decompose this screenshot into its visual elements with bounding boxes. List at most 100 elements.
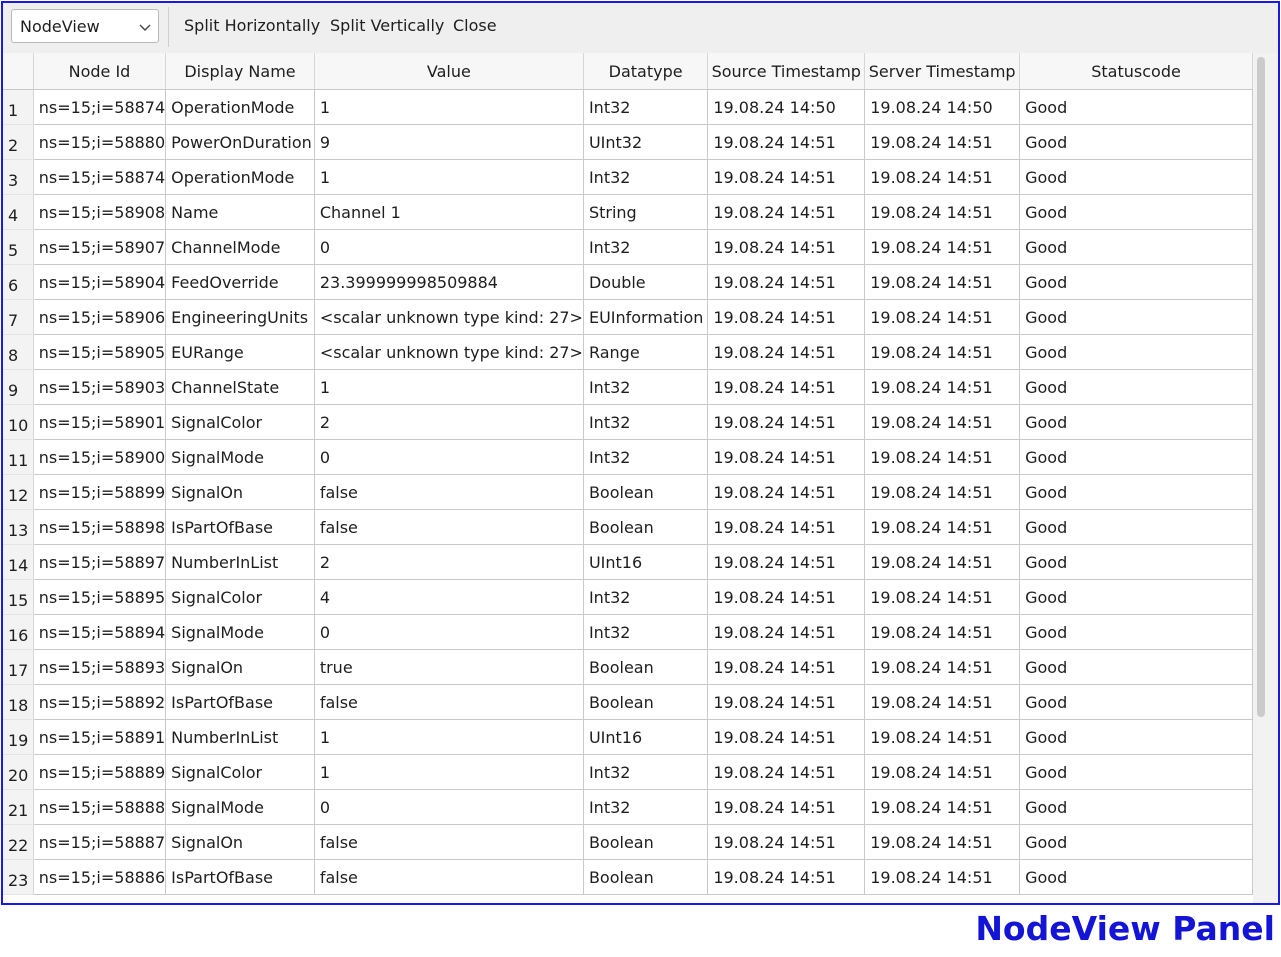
node-id-cell[interactable]: ns=15;i=58891: [32, 719, 167, 755]
value-cell[interactable]: Channel 1: [314, 194, 584, 230]
server-timestamp-cell[interactable]: 19.08.24 14:51: [864, 789, 1021, 825]
statuscode-cell[interactable]: Good: [1019, 404, 1253, 440]
table-row[interactable]: 10 ns=15;i=58901 SignalColor 2 Int32 19.08.24…: [3, 404, 1253, 440]
source-timestamp-cell[interactable]: 19.08.24 14:51: [707, 859, 866, 895]
value-cell[interactable]: <scalar unknown type kind: 27>: [314, 334, 584, 370]
statuscode-cell[interactable]: Good: [1019, 159, 1253, 195]
value-cell[interactable]: 23.399999998509884: [314, 264, 584, 300]
source-timestamp-cell[interactable]: 19.08.24 14:50: [707, 89, 866, 125]
server-timestamp-cell[interactable]: 19.08.24 14:51: [864, 824, 1021, 860]
display-name-cell[interactable]: ChannelState: [165, 369, 315, 405]
node-id-cell[interactable]: ns=15;i=58906: [32, 299, 167, 335]
node-id-cell[interactable]: ns=15;i=58904: [32, 264, 167, 300]
display-name-cell[interactable]: NumberInList: [165, 719, 315, 755]
datatype-cell[interactable]: Int32: [583, 159, 709, 195]
source-timestamp-cell[interactable]: 19.08.24 14:51: [707, 789, 866, 825]
datatype-cell[interactable]: Int32: [583, 369, 709, 405]
datatype-cell[interactable]: Int32: [583, 439, 709, 475]
datatype-cell[interactable]: Range: [583, 334, 709, 370]
statuscode-cell[interactable]: Good: [1019, 824, 1253, 860]
server-timestamp-cell[interactable]: 19.08.24 14:51: [864, 334, 1021, 370]
server-timestamp-cell[interactable]: 19.08.24 14:51: [864, 719, 1021, 755]
node-id-cell[interactable]: ns=15;i=58886: [32, 859, 167, 895]
value-cell[interactable]: 2: [314, 544, 584, 580]
datatype-cell[interactable]: UInt16: [583, 719, 709, 755]
node-id-cell[interactable]: ns=15;i=58895: [32, 579, 167, 615]
value-cell[interactable]: 1: [314, 369, 584, 405]
column-header-statuscode[interactable]: Statuscode: [1019, 53, 1253, 90]
value-cell[interactable]: false: [314, 859, 584, 895]
datatype-cell[interactable]: Int32: [583, 89, 709, 125]
value-cell[interactable]: 1: [314, 89, 584, 125]
node-table[interactable]: Node Id Display Name Value Datatype Sour…: [3, 53, 1253, 903]
server-timestamp-cell[interactable]: 19.08.24 14:51: [864, 369, 1021, 405]
datatype-cell[interactable]: Int32: [583, 404, 709, 440]
value-cell[interactable]: 0: [314, 229, 584, 265]
statuscode-cell[interactable]: Good: [1019, 719, 1253, 755]
value-cell[interactable]: 9: [314, 124, 584, 160]
datatype-cell[interactable]: Int32: [583, 789, 709, 825]
datatype-cell[interactable]: Boolean: [583, 649, 709, 685]
table-row[interactable]: 21 ns=15;i=58888 SignalMode 0 Int32 19.08.24 …: [3, 789, 1253, 825]
source-timestamp-cell[interactable]: 19.08.24 14:51: [707, 299, 866, 335]
source-timestamp-cell[interactable]: 19.08.24 14:51: [707, 754, 866, 790]
statuscode-cell[interactable]: Good: [1019, 229, 1253, 265]
display-name-cell[interactable]: EngineeringUnits: [165, 299, 315, 335]
node-id-cell[interactable]: ns=15;i=58908: [32, 194, 167, 230]
source-timestamp-cell[interactable]: 19.08.24 14:51: [707, 334, 866, 370]
node-id-cell[interactable]: ns=15;i=58897: [32, 544, 167, 580]
statuscode-cell[interactable]: Good: [1019, 614, 1253, 650]
node-id-cell[interactable]: ns=15;i=58893: [32, 649, 167, 685]
value-cell[interactable]: 0: [314, 789, 584, 825]
column-header-display-name[interactable]: Display Name: [165, 53, 315, 90]
statuscode-cell[interactable]: Good: [1019, 509, 1253, 545]
table-row[interactable]: 4 ns=15;i=58908 Name Channel 1 String 19.08.2…: [3, 194, 1253, 230]
server-timestamp-cell[interactable]: 19.08.24 14:51: [864, 544, 1021, 580]
node-id-cell[interactable]: ns=15;i=58894: [32, 614, 167, 650]
node-id-cell[interactable]: ns=15;i=58905: [32, 334, 167, 370]
statuscode-cell[interactable]: Good: [1019, 299, 1253, 335]
split-horizontally-button[interactable]: Split Horizontally: [184, 16, 321, 35]
display-name-cell[interactable]: SignalColor: [165, 754, 315, 790]
display-name-cell[interactable]: EURange: [165, 334, 315, 370]
table-row[interactable]: 6 ns=15;i=58904 FeedOverride 23.39999999850…: [3, 264, 1253, 300]
display-name-cell[interactable]: OperationMode: [165, 159, 315, 195]
server-timestamp-cell[interactable]: 19.08.24 14:51: [864, 264, 1021, 300]
node-id-cell[interactable]: ns=15;i=58874: [32, 89, 167, 125]
datatype-cell[interactable]: Boolean: [583, 474, 709, 510]
table-row[interactable]: 2 ns=15;i=58880 PowerOnDuration 9 UInt32 19.0…: [3, 124, 1253, 160]
table-row[interactable]: 20 ns=15;i=58889 SignalColor 1 Int32 19.08.24…: [3, 754, 1253, 790]
source-timestamp-cell[interactable]: 19.08.24 14:51: [707, 474, 866, 510]
value-cell[interactable]: false: [314, 684, 584, 720]
display-name-cell[interactable]: IsPartOfBase: [165, 509, 315, 545]
column-header-datatype[interactable]: Datatype: [583, 53, 709, 90]
display-name-cell[interactable]: NumberInList: [165, 544, 315, 580]
statuscode-cell[interactable]: Good: [1019, 439, 1253, 475]
value-cell[interactable]: 4: [314, 579, 584, 615]
datatype-cell[interactable]: UInt32: [583, 124, 709, 160]
node-id-cell[interactable]: ns=15;i=58907: [32, 229, 167, 265]
node-id-cell[interactable]: ns=15;i=58899: [32, 474, 167, 510]
source-timestamp-cell[interactable]: 19.08.24 14:51: [707, 509, 866, 545]
statuscode-cell[interactable]: Good: [1019, 369, 1253, 405]
table-row[interactable]: 3 ns=15;i=58874 OperationMode 1 Int32 19.08.2…: [3, 159, 1253, 195]
datatype-cell[interactable]: Int32: [583, 614, 709, 650]
display-name-cell[interactable]: PowerOnDuration: [165, 124, 315, 160]
node-id-cell[interactable]: ns=15;i=58874: [32, 159, 167, 195]
display-name-cell[interactable]: SignalOn: [165, 474, 315, 510]
server-timestamp-cell[interactable]: 19.08.24 14:51: [864, 474, 1021, 510]
display-name-cell[interactable]: FeedOverride: [165, 264, 315, 300]
display-name-cell[interactable]: SignalMode: [165, 439, 315, 475]
value-cell[interactable]: true: [314, 649, 584, 685]
display-name-cell[interactable]: SignalMode: [165, 614, 315, 650]
statuscode-cell[interactable]: Good: [1019, 789, 1253, 825]
value-cell[interactable]: false: [314, 509, 584, 545]
split-vertically-button[interactable]: Split Vertically: [330, 16, 445, 35]
value-cell[interactable]: false: [314, 474, 584, 510]
source-timestamp-cell[interactable]: 19.08.24 14:51: [707, 824, 866, 860]
display-name-cell[interactable]: SignalOn: [165, 824, 315, 860]
display-name-cell[interactable]: SignalOn: [165, 649, 315, 685]
node-id-cell[interactable]: ns=15;i=58880: [32, 124, 167, 160]
server-timestamp-cell[interactable]: 19.08.24 14:51: [864, 439, 1021, 475]
table-row[interactable]: 13 ns=15;i=58898 IsPartOfBase false Boolean 1…: [3, 509, 1253, 545]
